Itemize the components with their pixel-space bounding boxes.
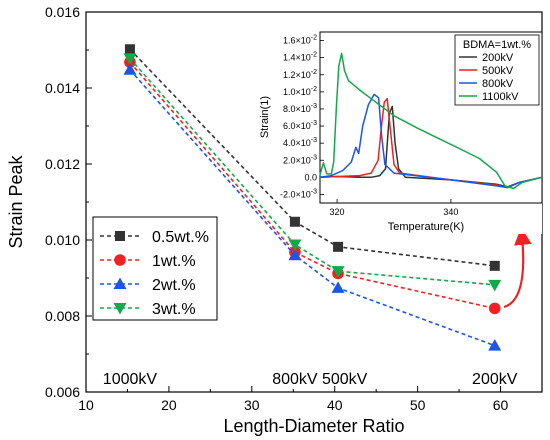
main-annotations: 1000kV 800kV 500kV 200kV <box>103 371 518 388</box>
legend-marker <box>115 231 125 241</box>
inset-series-line-1100kV <box>319 52 543 190</box>
legend-marker <box>113 303 127 315</box>
data-point <box>124 44 135 55</box>
data-point <box>288 239 302 252</box>
inset-series-line-200kV <box>319 105 543 188</box>
main-y-axis-label: Strain Peak <box>6 154 26 248</box>
data-point <box>331 266 345 278</box>
y-tick-label: 0.008 <box>45 308 80 324</box>
inset-legend-label: 1100kV <box>482 91 519 103</box>
inset-series-line-800kV <box>319 93 543 189</box>
inset-y-tick-label: 8.0×10-3 <box>283 103 317 114</box>
main-x-axis-label: Length-Diameter Ratio <box>223 416 404 436</box>
main-legend-items: 0.5wt.% 1wt.% 2wt.% 3wt.% <box>100 229 209 318</box>
series-line-1wt.% <box>129 61 495 310</box>
inset-x-axis-label: Temperature(K) <box>388 221 464 233</box>
inset-y-tick-label: 1.4×10-2 <box>283 52 317 63</box>
x-tick-label: 40 <box>327 397 343 413</box>
y-tick-label: 0.016 <box>45 4 80 20</box>
inset-legend-title: BDMA=1wt.% <box>463 39 531 51</box>
voltage-annotation: 800kV <box>272 371 318 388</box>
x-tick-label: 10 <box>78 397 94 413</box>
legend-marker <box>114 254 126 266</box>
inset-y-tick-label: 1.6×10-2 <box>283 35 317 46</box>
inset-plot-frame <box>319 31 543 204</box>
inset-y-tick-label: 4.0×10-3 <box>283 137 317 148</box>
data-point <box>331 281 345 293</box>
series-line-2wt.% <box>129 69 495 347</box>
inset-ticks: 320 340 -2.0×10-3 0.0 2.0×10-3 4.0×10-3 6.0×10… <box>280 35 458 217</box>
inset-x-tick-label: 320 <box>330 207 345 217</box>
legend-label: 2wt.% <box>152 277 196 294</box>
y-tick-label: 0.014 <box>45 80 80 96</box>
x-tick-label: 50 <box>410 397 426 413</box>
data-point <box>289 216 300 227</box>
data-point <box>333 241 344 252</box>
voltage-annotation: 1000kV <box>103 371 158 388</box>
main-series <box>123 44 502 351</box>
y-tick-label: 0.012 <box>45 156 80 172</box>
x-tick-label: 60 <box>493 397 509 413</box>
data-point <box>123 63 137 75</box>
legend-marker <box>113 277 127 289</box>
legend-label: 1wt.% <box>152 253 196 270</box>
y-tick-label: 0.010 <box>45 232 80 248</box>
inset-legend-label: 200kV <box>482 52 514 64</box>
data-point <box>288 248 302 261</box>
y-tick-label: 0.006 <box>45 384 80 400</box>
data-point <box>488 302 501 315</box>
inset-legend-label: 500kV <box>482 65 514 77</box>
main-legend: 0.5wt.% 1wt.% 2wt.% 3wt.% <box>92 216 218 321</box>
voltage-annotation: 200kV <box>472 371 518 388</box>
legend-label: 0.5wt.% <box>152 229 209 246</box>
inset-chart: Temperature(K) Strain(1) 320 340 -2.0×10-3… <box>259 31 543 234</box>
inset-y-tick-label: 0.0 <box>304 172 317 182</box>
inset-y-tick-label: -2.0×10-3 <box>280 188 317 199</box>
main-ticks: 10 20 30 40 50 60 0.006 0.008 0.010 0.012 0.014 0.0… <box>45 4 509 413</box>
data-point <box>489 260 500 271</box>
series-line-3wt.% <box>129 57 495 286</box>
x-tick-label: 20 <box>161 397 177 413</box>
inset-y-tick-label: 1.2×10-2 <box>283 69 317 80</box>
inset-x-tick-label: 340 <box>443 207 458 217</box>
trend-arrow <box>503 227 532 309</box>
data-point <box>488 339 502 351</box>
series-line-0.5wt.% <box>129 48 495 267</box>
inset-y-tick-label: 1.0×10-2 <box>283 86 317 97</box>
voltage-annotation: 500kV <box>322 371 368 388</box>
data-point <box>488 279 502 292</box>
main-legend-frame <box>92 216 218 321</box>
inset-y-tick-label: 2.0×10-3 <box>283 154 317 165</box>
inset-legend-label: 800kV <box>482 78 514 90</box>
data-point <box>123 53 137 65</box>
x-tick-label: 30 <box>244 397 260 413</box>
inset-series <box>319 52 543 190</box>
inset-y-axis-label: Strain(1) <box>259 96 271 138</box>
legend-label: 3wt.% <box>152 301 196 318</box>
inset-y-tick-label: 6.0×10-3 <box>283 120 317 131</box>
